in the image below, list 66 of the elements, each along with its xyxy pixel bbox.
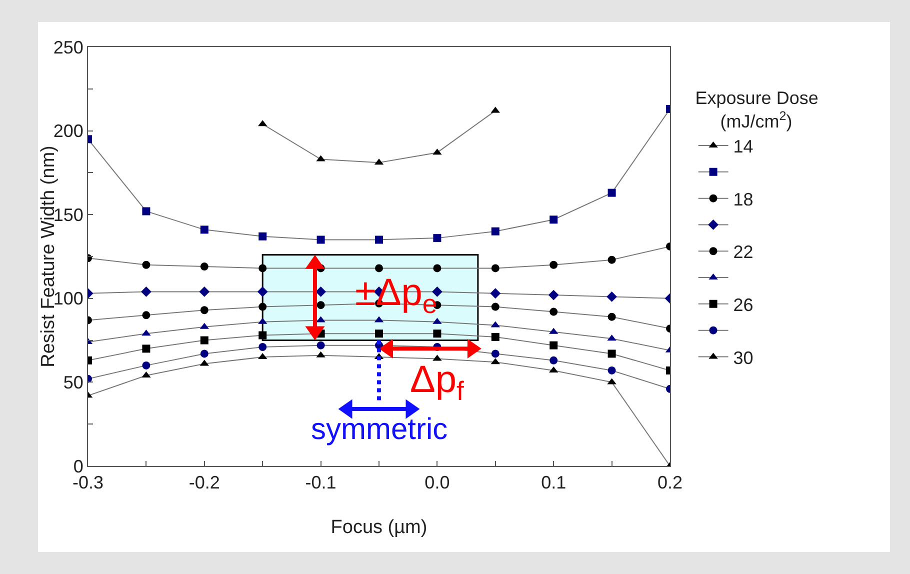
point bbox=[142, 361, 150, 370]
legend-title: Exposure Dose (mJ/cm$^{2}$) bbox=[695, 88, 818, 132]
point bbox=[491, 227, 500, 236]
y-tick-label: 200 bbox=[53, 121, 84, 142]
point bbox=[199, 286, 210, 297]
point bbox=[142, 207, 150, 216]
point bbox=[258, 232, 267, 240]
point bbox=[550, 308, 558, 316]
point bbox=[200, 336, 208, 344]
point bbox=[550, 260, 558, 269]
point bbox=[433, 330, 442, 338]
point bbox=[141, 286, 152, 297]
point bbox=[608, 188, 616, 197]
point bbox=[200, 226, 208, 234]
x-tick-label: 0.1 bbox=[541, 472, 566, 493]
annotation: ±Δp$_{e}$ bbox=[355, 272, 438, 319]
point bbox=[375, 330, 383, 338]
point bbox=[316, 236, 325, 244]
x-tick-label: 0.2 bbox=[657, 472, 683, 493]
point bbox=[258, 302, 267, 311]
x-axis-title: Focus (µm) bbox=[330, 517, 428, 538]
point bbox=[375, 264, 383, 272]
point bbox=[433, 264, 442, 272]
point bbox=[257, 286, 268, 297]
point bbox=[608, 312, 616, 321]
point bbox=[491, 264, 500, 272]
point bbox=[491, 332, 500, 341]
point bbox=[548, 290, 559, 300]
point bbox=[608, 256, 616, 264]
y-tick-label: 50 bbox=[63, 372, 84, 392]
point bbox=[608, 366, 616, 374]
point bbox=[375, 236, 383, 244]
annotation: Δp$_{f}$ bbox=[410, 359, 465, 406]
point bbox=[432, 286, 442, 297]
point bbox=[606, 292, 617, 302]
point bbox=[608, 350, 616, 358]
y-tick-label: 150 bbox=[53, 204, 84, 225]
legend-label: 30 bbox=[733, 348, 754, 368]
point bbox=[258, 264, 267, 272]
x-tick-label: 0.0 bbox=[424, 472, 450, 493]
point bbox=[491, 302, 500, 311]
point bbox=[316, 301, 325, 310]
point bbox=[200, 262, 208, 271]
point bbox=[258, 343, 267, 351]
point bbox=[550, 341, 558, 350]
point bbox=[491, 350, 500, 358]
point bbox=[433, 234, 442, 242]
annotation: symmetric bbox=[311, 413, 448, 446]
point bbox=[316, 341, 325, 350]
legend-label: 26 bbox=[733, 294, 754, 315]
legend-label: 22 bbox=[733, 242, 754, 262]
point bbox=[200, 350, 208, 358]
point bbox=[142, 260, 150, 269]
point bbox=[258, 331, 267, 340]
point bbox=[490, 288, 501, 299]
x-tick-label: -0.2 bbox=[188, 472, 220, 493]
point bbox=[142, 311, 150, 320]
point bbox=[550, 216, 558, 224]
y-tick-label: 250 bbox=[53, 37, 84, 58]
point bbox=[200, 306, 208, 314]
x-tick-label: -0.1 bbox=[305, 472, 336, 493]
legend-label: 14 bbox=[733, 136, 754, 157]
point bbox=[550, 356, 558, 364]
point bbox=[142, 344, 150, 353]
legend-label: 18 bbox=[733, 189, 754, 210]
point bbox=[316, 286, 326, 297]
